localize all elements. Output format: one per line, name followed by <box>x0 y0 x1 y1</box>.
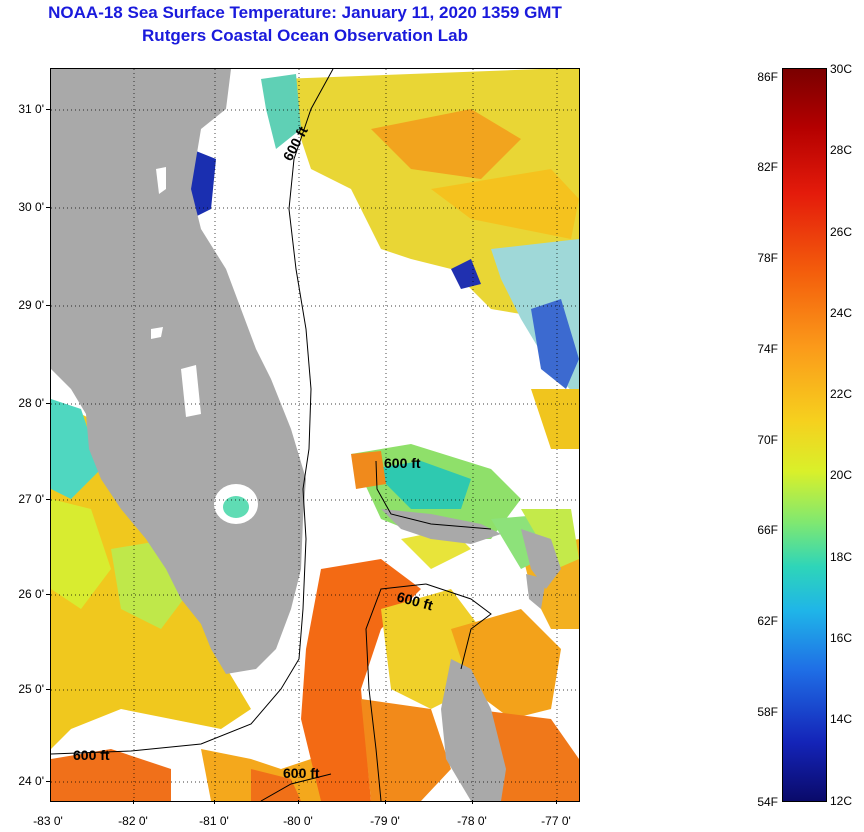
lon-tick <box>556 800 557 804</box>
lat-tick <box>46 781 50 782</box>
colorbar-label-20c: 20C <box>830 468 853 482</box>
colorbar-label-24c: 24C <box>830 306 853 320</box>
colorbar-label-18c: 18C <box>830 550 853 564</box>
colorbar-label-74f: 74F <box>757 342 778 356</box>
sst-map-canvas: 600 ft 600 ft 600 ft 600 ft 600 ft <box>51 69 579 801</box>
depth-contours <box>51 69 492 801</box>
lon-tick <box>298 800 299 804</box>
lon-tick <box>385 800 386 804</box>
colorbar-label-30c: 30C <box>830 62 853 76</box>
map-title: NOAA-18 Sea Surface Temperature: January… <box>48 3 562 22</box>
lat-tick <box>46 109 50 110</box>
depth-label-keys: 600 ft <box>73 747 110 763</box>
lat-tick <box>46 207 50 208</box>
graticule <box>51 69 579 801</box>
lon-label-79: -79 0' <box>370 814 400 828</box>
lat-tick <box>46 689 50 690</box>
colorbar-label-62f: 62F <box>757 614 778 628</box>
lat-label-29: 29 0' <box>18 298 44 312</box>
lon-label-82: -82 0' <box>118 814 148 828</box>
lon-label-81: -81 0' <box>199 814 229 828</box>
colorbar-label-54f: 54F <box>757 795 778 809</box>
colorbar-label-66f: 66F <box>757 523 778 537</box>
colorbar-label-58f: 58F <box>757 705 778 719</box>
abaco-island <box>521 529 561 589</box>
colorbar-label-22c: 22C <box>830 387 853 401</box>
lon-label-77: -77 0' <box>541 814 571 828</box>
andros-island <box>441 659 506 801</box>
lon-label-78: -78 0' <box>457 814 487 828</box>
lat-label-28: 28 0' <box>18 396 44 410</box>
lat-label-27: 27 0' <box>18 492 44 506</box>
lat-label-25: 25 0' <box>18 682 44 696</box>
colorbar-label-26c: 26C <box>830 225 853 239</box>
colorbar-label-70f: 70F <box>757 433 778 447</box>
lon-label-80: -80 0' <box>283 814 313 828</box>
eleuthera-island <box>526 574 546 609</box>
lat-tick <box>46 403 50 404</box>
colorbar-label-82f: 82F <box>757 160 778 174</box>
depth-label-south: 600 ft <box>283 765 320 781</box>
lon-tick <box>214 800 215 804</box>
lon-label-83: -83 0' <box>33 814 63 828</box>
map-subtitle: Rutgers Coastal Ocean Observation Lab <box>142 26 468 45</box>
lon-tick <box>472 800 473 804</box>
lon-tick <box>133 800 134 804</box>
colorbar-label-12c: 12C <box>830 794 853 808</box>
colorbar-label-14c: 14C <box>830 712 853 726</box>
lat-label-31: 31 0' <box>18 102 44 116</box>
colorbar-label-78f: 78F <box>757 251 778 265</box>
sst-map[interactable]: 600 ft 600 ft 600 ft 600 ft 600 ft <box>50 68 580 802</box>
colorbar-label-28c: 28C <box>830 143 853 157</box>
lat-label-26: 26 0' <box>18 587 44 601</box>
lat-tick <box>46 594 50 595</box>
depth-label-bahamas: 600 ft <box>384 455 421 471</box>
lat-tick <box>46 499 50 500</box>
colorbar-label-16c: 16C <box>830 631 853 645</box>
lat-label-24: 24 0' <box>18 774 44 788</box>
temperature-colorbar <box>782 68 827 802</box>
lat-tick <box>46 305 50 306</box>
lat-label-30: 30 0' <box>18 200 44 214</box>
colorbar-label-86f: 86F <box>757 70 778 84</box>
grand-bahama <box>381 509 501 544</box>
